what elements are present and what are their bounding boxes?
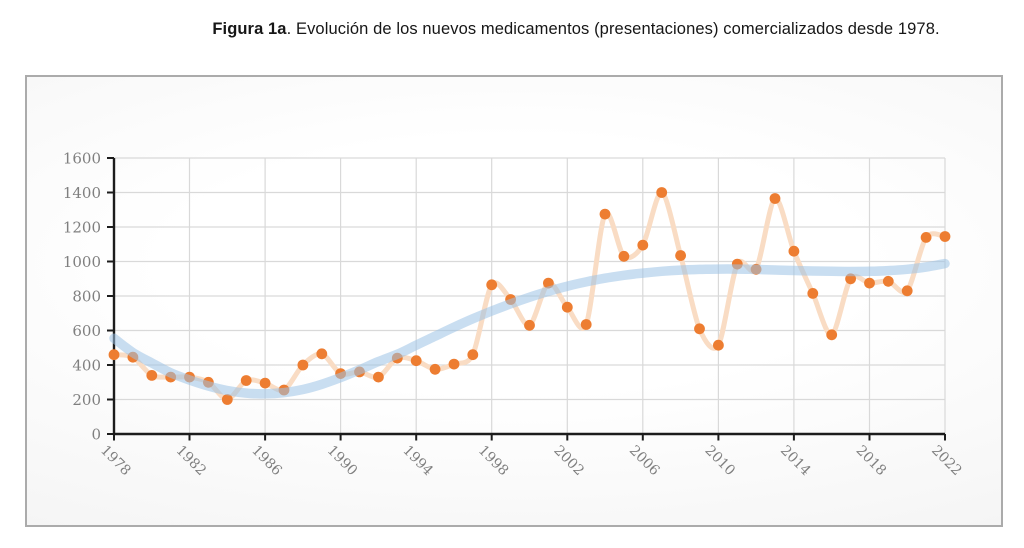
figure-caption: Figura 1a. Evolución de los nuevos medic… [0,20,1024,39]
data-point [486,279,498,291]
data-point [769,193,781,204]
data-point [599,208,611,220]
data-point [637,239,649,251]
y-tick-label: 800 [72,288,101,306]
trend-line [109,258,950,399]
data-point [561,301,573,313]
data-point [240,375,252,386]
figure-caption-text: . Evolución de los nuevos medicamentos (… [286,20,940,38]
data-point [939,231,951,242]
x-tick-label: 1982 [173,443,210,480]
data-point [656,187,668,198]
y-tick-label: 0 [91,426,101,444]
x-tick-label: 1986 [248,443,285,480]
data-point [826,329,838,341]
data-point [373,371,384,383]
data-point [429,363,441,375]
y-tick-label: 1200 [63,219,101,237]
y-tick-label: 1600 [63,150,101,168]
data-point [807,288,819,299]
x-tick-label: 1990 [324,443,361,480]
line-chart: 0 200 400 600 800 1000 1200 1400 1600 1978 1982 198… [63,150,965,480]
data-point [675,250,686,261]
data-point [467,349,479,361]
data-point [108,349,120,361]
y-tick-label: 1400 [63,184,101,202]
data-point [882,275,894,287]
y-tick-label: 600 [72,322,101,340]
data-point [259,377,271,389]
x-tick-label: 2002 [550,443,587,480]
y-tick-label: 200 [72,391,101,409]
data-point [618,250,630,262]
x-tick-label: 1994 [399,443,436,480]
data-point [524,319,535,331]
data-point [713,339,724,351]
x-tick-label: 2006 [626,443,663,480]
data-point [920,232,932,243]
chart-frame: 0 200 400 600 800 1000 1200 1400 1600 1978 1982 198… [25,75,1003,527]
figure-caption-label: Figura 1a [212,20,287,38]
data-point [316,348,328,360]
data-point [901,285,913,297]
x-tick-label: 2022 [928,443,965,480]
data-point [580,319,592,330]
x-tick-label: 2018 [853,443,890,480]
data-point [221,394,233,405]
data-point [410,355,422,367]
x-tick-label: 1978 [97,443,134,480]
x-tick-label: 2014 [777,443,814,480]
data-point [788,245,800,257]
y-tick-label: 400 [72,357,101,375]
data-point [146,370,158,381]
y-tick-label: 1000 [63,253,101,271]
data-point [694,323,705,335]
data-point [448,358,460,370]
x-tick-label: 2010 [702,443,739,480]
data-point [297,359,309,371]
data-point [864,277,875,289]
x-tick-label: 1998 [475,443,512,480]
